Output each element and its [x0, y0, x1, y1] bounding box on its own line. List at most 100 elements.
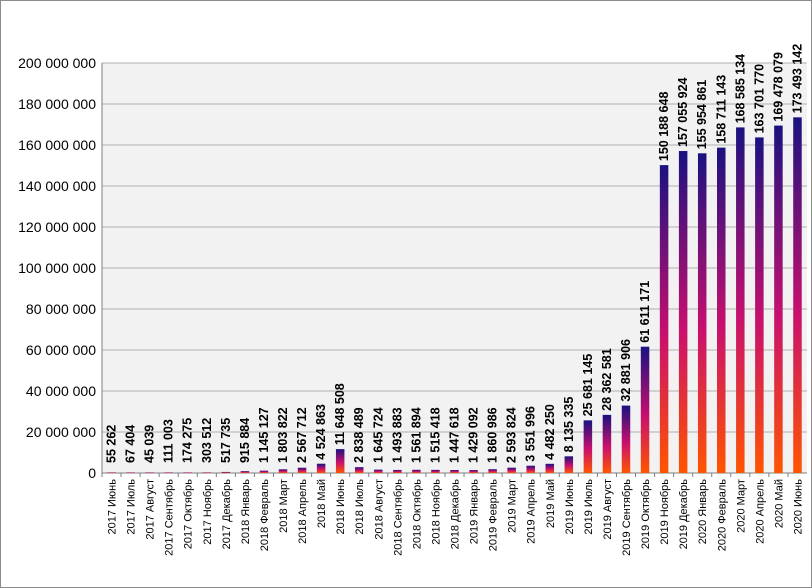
- bar: [393, 469, 402, 473]
- bar: [469, 470, 478, 473]
- data-label: 1 561 894: [409, 407, 423, 463]
- x-tick-label: 2019 Июнь: [564, 479, 576, 535]
- x-tick-label: 2019 Декабрь: [678, 479, 690, 550]
- y-tick-label: 80 000 000: [26, 301, 96, 317]
- data-label: 173 493 142: [790, 44, 804, 114]
- bar: [354, 467, 364, 473]
- x-tick-label: 2018 Август: [373, 479, 385, 540]
- data-label: 1 493 883: [390, 407, 404, 463]
- y-tick-label: 20 000 000: [26, 424, 96, 440]
- bar: [545, 463, 555, 473]
- data-label: 2 838 489: [352, 407, 366, 463]
- bar: [240, 471, 250, 473]
- bar: [697, 153, 707, 473]
- data-label: 517 735: [219, 418, 233, 463]
- x-tick-label: 2020 Март: [735, 479, 747, 533]
- data-label: 1 429 092: [467, 407, 481, 463]
- data-label: 1 145 127: [257, 407, 271, 463]
- y-tick-label: 180 000 000: [18, 96, 96, 112]
- data-label: 111 003: [162, 419, 176, 463]
- x-tick-label: 2020 Апрель: [754, 479, 766, 544]
- bar: [774, 125, 783, 473]
- bar: [717, 147, 726, 473]
- x-tick-label: 2017 Август: [145, 479, 157, 540]
- data-label: 8 135 335: [562, 397, 576, 453]
- data-label: 25 681 145: [581, 354, 595, 417]
- x-tick-label: 2019 Май: [545, 479, 557, 528]
- bar: [678, 151, 688, 474]
- x-tick-label: 2019 Март: [507, 479, 519, 533]
- data-label: 2 593 824: [505, 407, 519, 463]
- x-tick-label: 2019 Август: [602, 479, 614, 540]
- bar: [145, 472, 154, 473]
- bar: [450, 470, 459, 473]
- data-label: 11 648 508: [333, 383, 347, 445]
- y-tick-label: 200 000 000: [18, 55, 96, 71]
- data-label: 4 482 250: [543, 404, 557, 460]
- data-label: 2 567 712: [295, 407, 309, 463]
- data-label: 45 039: [143, 425, 157, 463]
- y-tick-label: 40 000 000: [26, 383, 96, 399]
- x-tick-label: 2018 Апрель: [297, 479, 309, 544]
- x-tick-label: 2018 Октябрь: [411, 479, 423, 549]
- data-label: 1 860 986: [486, 407, 500, 463]
- y-tick-label: 100 000 000: [18, 260, 96, 276]
- data-label: 169 478 079: [771, 52, 785, 122]
- x-tick-label: 2017 Сентябрь: [164, 479, 176, 556]
- data-label: 155 954 861: [695, 80, 709, 150]
- data-label: 1 645 724: [371, 407, 385, 463]
- data-label: 1 515 418: [428, 407, 442, 463]
- x-tick-label: 2017 Октябрь: [183, 479, 195, 549]
- data-label: 150 188 648: [657, 92, 671, 162]
- y-tick-label: 160 000 000: [18, 137, 96, 153]
- bar: [202, 472, 212, 473]
- x-tick-label: 2017 Июнь: [107, 479, 119, 535]
- bar: [335, 449, 345, 473]
- data-label: 32 881 906: [619, 339, 633, 402]
- bar: [488, 469, 497, 473]
- bar: [755, 137, 764, 473]
- bar: [621, 405, 631, 473]
- y-tick-label: 0: [88, 465, 96, 481]
- bar: [183, 472, 192, 473]
- x-tick-label: 2018 Май: [316, 479, 328, 528]
- data-label: 4 524 863: [314, 404, 328, 460]
- x-tick-label: 2018 Июнь: [335, 479, 347, 535]
- bar: [297, 467, 307, 473]
- data-label: 1 803 822: [276, 407, 290, 463]
- x-tick-label: 2019 Апрель: [526, 479, 538, 544]
- bar: [659, 165, 669, 473]
- y-tick-label: 120 000 000: [18, 219, 96, 235]
- bar: [602, 414, 612, 473]
- bar: [107, 472, 116, 473]
- x-tick-label: 2017 Декабрь: [221, 479, 233, 550]
- bar: [412, 469, 421, 473]
- bar: [278, 469, 288, 473]
- data-label: 67 404: [124, 425, 138, 463]
- x-tick-label: 2020 Май: [773, 479, 785, 528]
- bar: [526, 465, 535, 473]
- x-tick-label: 2017 Июль: [126, 479, 138, 535]
- bar: [640, 346, 650, 473]
- data-label: 915 884: [238, 418, 252, 463]
- data-label: 174 275: [181, 418, 195, 463]
- bar: [374, 469, 383, 473]
- data-label: 61 611 171: [638, 281, 652, 343]
- bar: [259, 470, 269, 473]
- x-tick-label: 2018 Март: [278, 479, 290, 533]
- data-label: 28 362 581: [600, 348, 614, 411]
- x-tick-label: 2018 Декабрь: [450, 479, 462, 550]
- data-label: 303 512: [200, 418, 214, 463]
- x-tick-label: 2019 Октябрь: [640, 479, 652, 549]
- bar: [126, 472, 135, 473]
- x-tick-label: 2017 Ноябрь: [202, 479, 214, 545]
- x-tick-label: 2019 Февраль: [488, 479, 500, 552]
- data-label: 157 055 924: [676, 77, 690, 147]
- bar: [164, 472, 173, 473]
- bar: [431, 469, 440, 473]
- bar: [221, 471, 231, 473]
- x-tick-label: 2020 Февраль: [716, 479, 728, 552]
- x-tick-label: 2018 Февраль: [259, 479, 271, 552]
